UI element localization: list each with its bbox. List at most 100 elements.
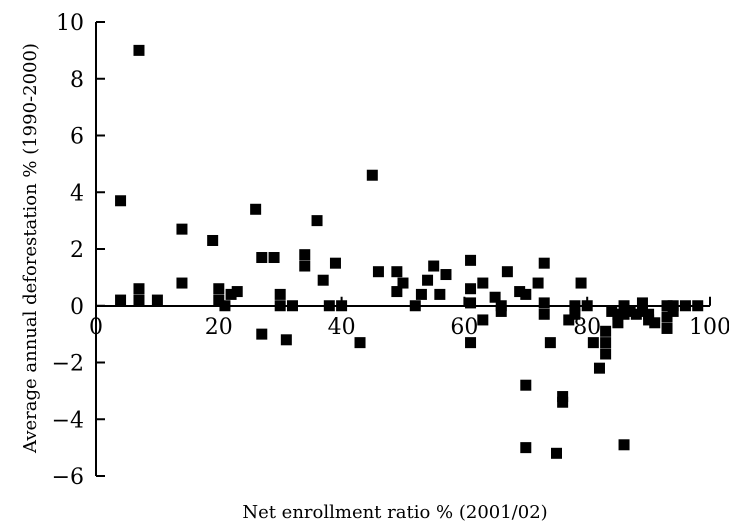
data-point	[465, 254, 477, 266]
data-point	[501, 266, 513, 278]
data-point	[250, 203, 262, 215]
data-point	[256, 328, 268, 340]
data-point	[213, 294, 225, 306]
data-point	[569, 300, 581, 312]
data-point	[231, 286, 243, 298]
data-point	[618, 439, 630, 451]
data-point	[489, 291, 501, 303]
data-point	[557, 396, 569, 408]
data-point	[495, 300, 507, 312]
x-tick-label: 60	[450, 315, 478, 340]
data-point	[397, 277, 409, 289]
data-point	[593, 362, 605, 374]
data-point	[643, 308, 655, 320]
x-axis-title: Net enrollment ratio % (2001/02)	[242, 502, 547, 523]
data-point	[115, 195, 127, 207]
data-point	[151, 294, 163, 306]
data-point	[587, 337, 599, 349]
y-tick-label: 6	[70, 125, 84, 150]
data-point	[115, 294, 127, 306]
data-point	[428, 260, 440, 272]
data-point	[600, 348, 612, 360]
y-tick-label: −6	[52, 465, 84, 490]
data-point	[354, 337, 366, 349]
data-point	[661, 311, 673, 323]
data-point	[612, 308, 624, 320]
data-point	[213, 283, 225, 295]
data-point	[600, 337, 612, 349]
data-point	[667, 300, 679, 312]
data-point	[219, 300, 231, 312]
x-tick-label: 100	[689, 315, 729, 340]
y-axis-title: Average annual deforestation % (1990-200…	[20, 43, 41, 454]
data-point	[643, 314, 655, 326]
data-point	[557, 391, 569, 403]
data-point	[176, 223, 188, 235]
data-point	[391, 286, 403, 298]
data-point	[477, 277, 489, 289]
data-point	[317, 274, 329, 286]
data-point	[274, 300, 286, 312]
data-point	[538, 308, 550, 320]
data-point	[465, 297, 477, 309]
data-point	[563, 314, 575, 326]
data-point	[256, 252, 268, 264]
data-point	[636, 305, 648, 317]
data-point	[422, 274, 434, 286]
data-point	[667, 305, 679, 317]
data-point	[520, 442, 532, 454]
data-point	[207, 234, 219, 246]
data-point	[268, 252, 280, 264]
data-point	[520, 288, 532, 300]
data-point	[434, 288, 446, 300]
data-point	[612, 317, 624, 329]
y-tick-label: −2	[52, 352, 84, 377]
data-point	[538, 257, 550, 269]
data-point	[636, 297, 648, 309]
data-point	[679, 300, 691, 312]
data-point	[581, 300, 593, 312]
data-point	[176, 277, 188, 289]
x-tick-label: 0	[89, 315, 103, 340]
data-point	[630, 308, 642, 320]
data-point	[477, 314, 489, 326]
data-point	[661, 300, 673, 312]
data-point	[606, 305, 618, 317]
data-point	[514, 286, 526, 298]
data-point	[311, 215, 323, 227]
data-point	[538, 297, 550, 309]
y-tick-label: 2	[70, 238, 84, 263]
data-point	[520, 379, 532, 391]
data-point	[624, 305, 636, 317]
data-point	[133, 44, 145, 56]
data-point	[280, 334, 292, 346]
x-tick-label: 20	[205, 315, 233, 340]
data-point	[495, 305, 507, 317]
data-point	[286, 300, 298, 312]
y-tick-label: −4	[52, 408, 84, 433]
data-point	[544, 337, 556, 349]
data-point	[372, 266, 384, 278]
x-tick-label: 40	[328, 315, 356, 340]
data-point	[225, 288, 237, 300]
data-point	[465, 337, 477, 349]
data-point	[391, 266, 403, 278]
data-point	[299, 260, 311, 272]
data-point	[661, 322, 673, 334]
data-point	[569, 308, 581, 320]
data-point	[465, 283, 477, 295]
data-point	[409, 300, 421, 312]
data-point	[551, 447, 562, 459]
data-point	[649, 317, 661, 329]
data-point	[532, 277, 544, 289]
data-point	[618, 308, 630, 320]
y-tick-label: 4	[70, 181, 84, 206]
data-point	[600, 325, 612, 337]
data-point	[366, 169, 378, 181]
data-point	[329, 257, 341, 269]
data-point	[133, 294, 145, 306]
data-point	[415, 288, 427, 300]
data-point	[133, 283, 145, 295]
data-point	[323, 300, 335, 312]
